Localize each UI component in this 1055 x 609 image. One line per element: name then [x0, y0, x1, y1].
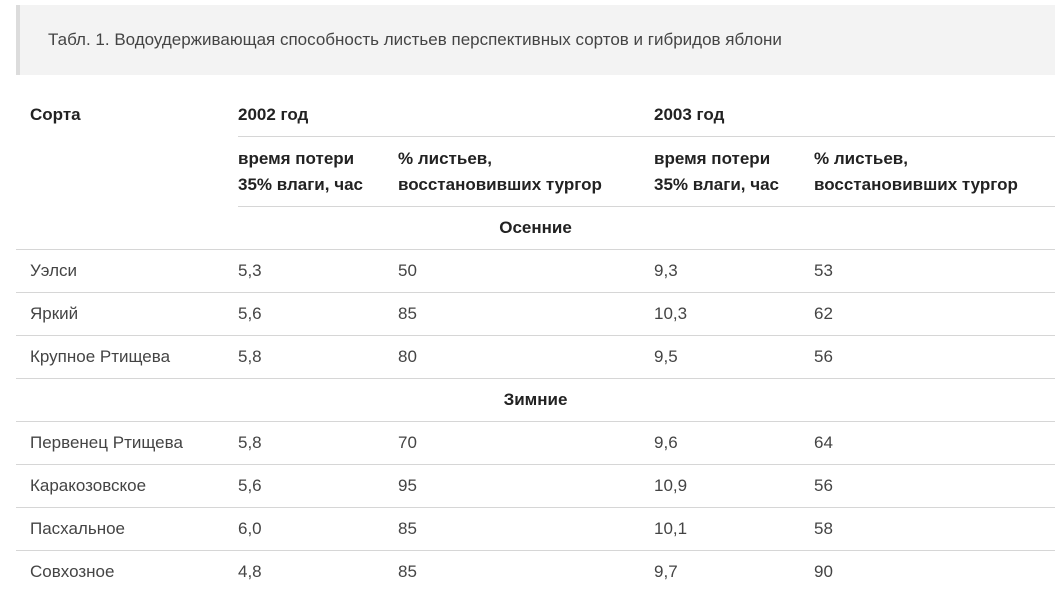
- header-2002-time: время потери 35% влаги, час: [238, 136, 398, 207]
- cell-variety: Каракозовское: [16, 464, 238, 508]
- table-row: Каракозовское 5,6 95 10,9 56: [16, 464, 1055, 508]
- cell-variety: Пасхальное: [16, 507, 238, 551]
- table-row: Крупное Ртищева 5,8 80 9,5 56: [16, 335, 1055, 379]
- header-2002-time-line1: время потери: [238, 148, 355, 168]
- cell-percent-2003: 58: [814, 507, 1055, 551]
- cell-variety: Уэлси: [16, 249, 238, 293]
- cell-variety: Крупное Ртищева: [16, 335, 238, 379]
- cell-time-2002: 5,6: [238, 464, 398, 508]
- cell-percent-2003: 56: [814, 464, 1055, 508]
- group-row-autumn: Осенние: [16, 206, 1055, 250]
- cell-percent-2002: 80: [398, 335, 655, 379]
- header-2002-percent-line2: восстановивших тургор: [398, 174, 602, 194]
- header-2003-time-line1: время потери: [654, 148, 771, 168]
- header-2002-percent: % листьев, восстановивших тургор: [398, 136, 655, 207]
- header-2003-time-line2: 35% влаги, час: [654, 174, 780, 194]
- cell-percent-2003: 90: [814, 562, 833, 581]
- cell-percent-2003: 64: [814, 421, 1055, 465]
- group-row-winter: Зимние: [16, 378, 1055, 422]
- cell-time-2002: 6,0: [238, 507, 398, 551]
- header-year-2002: 2002 год: [238, 93, 655, 137]
- cell-variety: Первенец Ртищева: [16, 421, 238, 465]
- header-row-years: Сорта 2002 год 2003 год: [16, 93, 1055, 137]
- table-row: Уэлси 5,3 50 9,3 53: [16, 249, 1055, 293]
- cell-percent-2002: 85: [398, 507, 655, 551]
- cell-percent-2002: 50: [398, 249, 655, 293]
- cell-time-2003: 10,1: [654, 507, 815, 551]
- cell-time-2003: 9,7: [654, 562, 678, 581]
- header-year-2003: 2003 год: [654, 93, 1055, 137]
- cell-time-2003: 9,3: [654, 249, 815, 293]
- cell-percent-2003: 53: [814, 249, 1055, 293]
- table-caption: Табл. 1. Водоудерживающая способность ли…: [16, 5, 1055, 75]
- cell-time-2002: 5,8: [238, 421, 398, 465]
- cell-time-2002: 5,3: [238, 249, 398, 293]
- header-2002-time-line2: 35% влаги, час: [238, 174, 363, 194]
- cell-time-2002: 5,6: [238, 292, 398, 336]
- header-2003-percent: % листьев, восстановивших тургор: [814, 136, 1055, 207]
- group-label-autumn: Осенние: [16, 206, 1055, 250]
- header-2003-time: время потери 35% влаги, час: [654, 136, 815, 207]
- cell-time-2003: 10,3: [654, 292, 815, 336]
- table-row: Пасхальное 6,0 85 10,1 58: [16, 507, 1055, 551]
- caption-text: Табл. 1. Водоудерживающая способность ли…: [48, 30, 782, 49]
- cell-percent-2003: 62: [814, 292, 1055, 336]
- cell-percent-2002: 70: [398, 421, 655, 465]
- group-label-winter: Зимние: [16, 378, 1055, 422]
- cell-time-2003: 9,6: [654, 421, 815, 465]
- cell-percent-2002: 85: [398, 562, 417, 581]
- water-retention-table: Сорта 2002 год 2003 год время потери 35% …: [16, 93, 1055, 593]
- cell-percent-2003: 56: [814, 335, 1055, 379]
- header-2002-percent-line1: % листьев,: [398, 148, 492, 168]
- table-row: Яркий 5,6 85 10,3 62: [16, 292, 1055, 336]
- cell-variety: Яркий: [16, 292, 238, 336]
- header-variety: Сорта: [30, 105, 81, 124]
- cell-time-2003: 10,9: [654, 464, 815, 508]
- cell-time-2002: 4,8: [238, 562, 262, 581]
- cell-variety: Совхозное: [30, 562, 115, 581]
- cell-percent-2002: 85: [398, 292, 655, 336]
- cell-time-2003: 9,5: [654, 335, 815, 379]
- header-row-metrics: время потери 35% влаги, час % листьев, вос…: [16, 136, 1055, 207]
- table-row: Первенец Ртищева 5,8 70 9,6 64: [16, 421, 1055, 465]
- cell-percent-2002: 95: [398, 464, 655, 508]
- cell-time-2002: 5,8: [238, 335, 398, 379]
- table-row: Совхозное 4,8 85 9,7 90: [16, 551, 1055, 594]
- table-body: Осенние Уэлси 5,3 50 9,3 53 Яркий 5,6 85…: [16, 206, 1055, 594]
- header-2003-percent-line2: восстановивших тургор: [814, 174, 1018, 194]
- table-header: Сорта 2002 год 2003 год время потери 35% …: [16, 93, 1055, 207]
- header-2003-percent-line1: % листьев,: [814, 148, 908, 168]
